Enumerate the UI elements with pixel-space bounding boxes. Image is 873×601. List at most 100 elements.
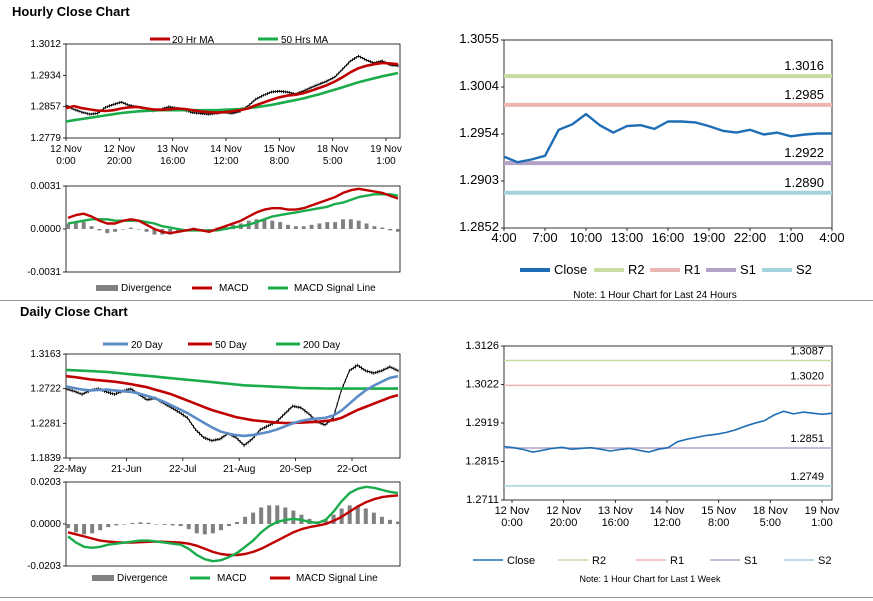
legend-divergence-swatch [96,285,118,291]
divergence-bar [65,524,71,529]
legend-200day-label: 200 Day [303,340,340,351]
legend-macd-label: MACD [219,283,248,294]
legend-label-s1: S1 [744,555,757,567]
ma50-line [65,71,399,123]
divergence-bar [90,524,95,534]
x-tick-label: 14 Nov [210,144,242,155]
divergence-bar [267,505,272,524]
divergence-bar [283,507,288,524]
divergence-bar [331,514,336,524]
divergence-bar [170,524,175,526]
series-lines [65,54,399,123]
divergence-bar [74,524,79,533]
hourly-section-title: Hourly Close Chart [12,4,130,19]
x-tick-label: 20:00 [107,156,132,167]
x-tick-label: 22-May [53,464,86,474]
legend: Close R2 R1 S1 S2 [520,262,812,277]
level-label-r2: 1.3087 [790,345,824,357]
daily-macd-chart: 0.0203 0.0000 -0.0203 Divergence MACD MACD… [27,477,401,584]
divergence-bar [355,506,360,524]
y-tick-label: 0.0000 [30,224,61,235]
divergence-bar [130,522,135,524]
x-tick-label: 8:00 [708,517,729,529]
legend-divergence-label: Divergence [121,283,172,294]
x-tick-label: 12:00 [653,517,681,529]
series-lines [65,363,399,448]
x-tick-label: 12 Nov [546,505,581,517]
divergence-bar [388,229,393,231]
ma20-line [65,61,399,114]
divergence-bars [65,505,401,535]
x-tick-label: 21-Jun [111,464,142,474]
x-tick-label: 19 Nov [805,505,840,517]
x-tick-label: 22-Oct [337,464,367,474]
x-tick-label: 13:00 [611,230,644,245]
divergence-bar [317,223,322,229]
divergence-bar [270,220,275,229]
legend-ma20-label: 20 Hr MA [172,35,215,46]
level-label-r1: 1.2985 [784,87,824,102]
y-tick-label: 0.0000 [30,519,61,530]
legend-label-close: Close [554,262,587,277]
ma50-line [65,374,399,425]
divergence-bar [333,222,338,229]
y-ticks: 1.3055 1.3004 1.2954 1.2903 1.2852 [459,31,504,234]
y-tick-label: 1.2779 [30,133,61,144]
divergence-bar [347,505,352,524]
divergence-bar [89,226,94,229]
x-tick-label: 12 Nov [103,144,135,155]
legend-label-r1: R1 [670,555,684,567]
y-tick-label: 1.2857 [30,102,61,113]
divergence-bar [106,524,111,528]
divergence-bar [262,219,267,229]
x-tick-label: 0:00 [56,156,76,167]
divergence-bar [278,222,283,229]
divergence-bar [210,524,215,534]
level-label-r2: 1.3016 [784,58,824,73]
level-label-s1: 1.2922 [784,145,824,160]
x-ticks: 22-May 21-Jun 22-Jul 21-Aug 20-Sep 22-Oct [53,458,367,474]
y-tick-label: 0.0203 [30,477,61,488]
y-tick-label: 1.3022 [465,379,499,391]
x-tick-label: 20-Sep [279,464,312,474]
x-tick-label: 12 Nov [50,144,82,155]
y-tick-label: 1.3163 [30,349,61,360]
x-tick-label: 5:00 [323,156,343,167]
x-tick-label: 1:00 [376,156,396,167]
divergence-bar [138,522,143,524]
divergence-bar [363,508,368,524]
x-tick-label: 21-Aug [223,464,255,474]
divergence-bar [395,521,401,524]
divergence-bar [356,220,361,229]
daily-price-chart: 20 Day 50 Day 200 Day 1.3163 1.2722 1.2281… [30,340,401,474]
x-tick-label: 5:00 [760,517,781,529]
hourly-price-plot-area [65,43,401,139]
x-tick-label: 1:00 [811,517,832,529]
daily-section-title: Daily Close Chart [20,304,128,319]
close-line [503,112,832,164]
divergence-bar [122,524,127,525]
legend-label-s2: S2 [818,555,831,567]
x-tick-label: 16:00 [602,517,630,529]
y-tick-label: 1.2722 [30,384,61,395]
legend-divergence-label: Divergence [117,573,168,584]
close-line [503,112,832,164]
divergence-bar [97,229,102,231]
legend-signal-label: MACD Signal Line [296,573,378,584]
divergence-bar [218,524,223,531]
close-line [503,410,833,453]
legend-20day-label: 20 Day [131,340,163,351]
bottom-divider [0,597,873,598]
section-divider [0,300,873,301]
divergence-bar [372,226,377,229]
legend-signal-label: MACD Signal Line [294,283,376,294]
divergence-bar [136,229,141,230]
x-tick-label: 8:00 [270,156,290,167]
y-ticks: 1.3163 1.2722 1.2281 1.1839 [30,349,66,464]
pivot-levels: 1.3087 1.3020 1.2851 1.2749 [504,345,832,487]
x-tick-label: 18 Nov [753,505,788,517]
y-tick-label: 1.2711 [466,494,499,506]
macd-lines [67,187,399,235]
y-ticks: 1.3126 1.3022 1.2919 1.2815 1.2711 [465,340,504,506]
